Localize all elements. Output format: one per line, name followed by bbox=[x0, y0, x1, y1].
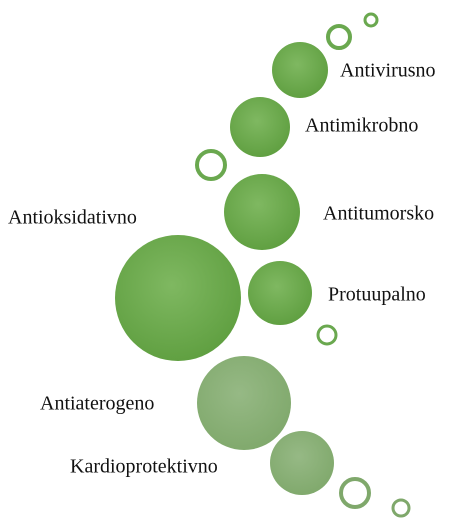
ring bbox=[316, 324, 338, 346]
node-label: Antiaterogeno bbox=[40, 393, 154, 415]
node-circle bbox=[248, 261, 312, 325]
node-label: Antitumorsko bbox=[323, 203, 434, 225]
node-label: Antivirusno bbox=[340, 60, 436, 82]
node-label: Kardioprotektivno bbox=[70, 456, 218, 478]
node-circle bbox=[230, 97, 290, 157]
ring bbox=[339, 477, 371, 509]
node-circle bbox=[197, 356, 291, 450]
node-circle bbox=[115, 235, 241, 361]
ring bbox=[363, 12, 379, 28]
node-label: Protuupalno bbox=[328, 284, 426, 306]
node-circle bbox=[270, 431, 334, 495]
node-label: Antimikrobno bbox=[305, 115, 418, 137]
ring bbox=[195, 149, 227, 181]
ring bbox=[391, 498, 411, 518]
ring bbox=[326, 24, 352, 50]
node-circle bbox=[224, 174, 300, 250]
node-circle bbox=[272, 42, 328, 98]
node-label: Antioksidativno bbox=[8, 207, 137, 229]
